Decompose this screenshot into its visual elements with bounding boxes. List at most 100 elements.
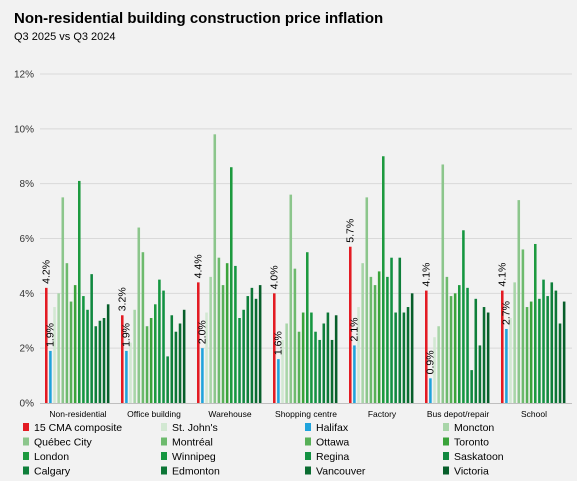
bar-montreal-shopping-centre bbox=[293, 268, 297, 403]
bar-saskatoon-office-building bbox=[166, 356, 169, 403]
bar-15-cma-composite-office-building bbox=[121, 315, 124, 403]
bar-edmonton-office-building bbox=[174, 331, 178, 403]
legend-item-halifax: Halifax bbox=[305, 422, 349, 434]
bar-montreal-office-building bbox=[141, 252, 145, 403]
legend-swatch bbox=[305, 437, 311, 446]
legend-item-st-john-s: St. John's bbox=[161, 422, 218, 434]
bar-london-warehouse bbox=[230, 167, 233, 403]
bar-edmonton-warehouse bbox=[250, 287, 254, 403]
bar-moncton-non-residential bbox=[57, 293, 60, 403]
bar-edmonton-shopping-centre bbox=[326, 312, 330, 403]
bar-halifax-office-building bbox=[125, 350, 128, 403]
bar-winnipeg-school bbox=[538, 298, 541, 403]
category-label-non-residential: Non-residential bbox=[49, 409, 106, 419]
bar-saskatoon-warehouse bbox=[242, 309, 245, 403]
data-label-15-cma-composite-factory: 5.7% bbox=[344, 219, 356, 243]
legend-label: Québec City bbox=[34, 437, 93, 449]
bar-london-factory bbox=[382, 156, 385, 403]
legend-item-edmonton: Edmonton bbox=[161, 466, 220, 478]
legend-swatch bbox=[305, 452, 311, 460]
legend-swatch bbox=[305, 466, 311, 475]
legend-label: Saskatoon bbox=[454, 451, 504, 463]
bar-quebec-city-factory bbox=[365, 197, 369, 403]
bar-winnipeg-bus-depot-repair bbox=[462, 230, 465, 403]
legend-swatch bbox=[443, 437, 449, 446]
bar-montreal-warehouse bbox=[217, 257, 221, 403]
bar-15-cma-composite-school bbox=[501, 290, 504, 403]
bar-quebec-city-bus-depot-repair bbox=[441, 164, 445, 403]
data-label-halifax-factory: 2.1% bbox=[348, 317, 360, 341]
bar-montreal-non-residential bbox=[65, 263, 69, 403]
legend-label: Victoria bbox=[454, 466, 489, 478]
bar-ottawa-warehouse bbox=[221, 285, 225, 403]
bar-calgary-school bbox=[550, 282, 554, 403]
legend-swatch bbox=[161, 466, 167, 475]
bar-quebec-city-office-building bbox=[137, 227, 141, 403]
bar-halifax-bus-depot-repair bbox=[429, 378, 432, 403]
bar-st-john-s-bus-depot-repair bbox=[433, 337, 436, 403]
legend-swatch bbox=[23, 423, 29, 431]
legend-item-moncton: Moncton bbox=[443, 422, 494, 434]
bar-regina-warehouse bbox=[238, 318, 241, 403]
bar-toronto-shopping-centre bbox=[301, 312, 305, 403]
bar-calgary-non-residential bbox=[94, 326, 98, 403]
y-tick-label: 8% bbox=[20, 179, 35, 190]
bar-victoria-factory bbox=[410, 293, 414, 403]
bar-victoria-school bbox=[562, 301, 566, 403]
category-labels: Non-residential Office building Warehouse S… bbox=[49, 409, 547, 419]
bar-vancouver-office-building bbox=[178, 323, 182, 403]
bar-st-john-s-office-building bbox=[129, 342, 132, 403]
bar-ottawa-bus-depot-repair bbox=[449, 296, 453, 403]
bar-edmonton-school bbox=[554, 290, 558, 403]
legend-label: Moncton bbox=[454, 422, 494, 434]
legend-swatch bbox=[23, 437, 29, 446]
bar-toronto-factory bbox=[377, 271, 381, 403]
bar-halifax-factory bbox=[353, 345, 356, 403]
bar-st-john-s-shopping-centre bbox=[281, 339, 284, 403]
bar-saskatoon-factory bbox=[394, 312, 397, 403]
legend-label: Regina bbox=[316, 451, 349, 463]
legend-item-winnipeg: Winnipeg bbox=[161, 451, 216, 463]
bar-calgary-factory bbox=[398, 257, 402, 403]
bar-calgary-office-building bbox=[170, 315, 174, 403]
legend-item-saskatoon: Saskatoon bbox=[443, 451, 504, 463]
data-labels: 4.2% 1.9% 3.2% 1.9% 4.4% 2.0% 4.0% 1.6% 5.7% 2.1%… bbox=[40, 219, 512, 375]
bar-regina-office-building bbox=[162, 290, 165, 403]
bar-15-cma-composite-warehouse bbox=[197, 282, 200, 403]
bar-edmonton-non-residential bbox=[98, 320, 102, 403]
bar-winnipeg-non-residential bbox=[82, 296, 85, 403]
category-label-bus-depot-repair: Bus depot/repair bbox=[427, 409, 490, 419]
bar-victoria-warehouse bbox=[258, 285, 262, 403]
data-label-15-cma-composite-shopping-centre: 4.0% bbox=[268, 265, 280, 289]
data-label-halifax-non-residential: 1.9% bbox=[44, 323, 56, 347]
bar-montreal-factory bbox=[369, 276, 373, 403]
chart-subtitle: Q3 2025 vs Q3 2024 bbox=[14, 31, 116, 43]
bar-regina-shopping-centre bbox=[314, 331, 317, 403]
bar-quebec-city-school bbox=[517, 200, 521, 403]
legend-label: London bbox=[34, 451, 69, 463]
bar-victoria-bus-depot-repair bbox=[486, 312, 490, 403]
bar-toronto-office-building bbox=[149, 318, 153, 403]
y-tick-label: 12% bbox=[14, 70, 34, 81]
bar-london-non-residential bbox=[78, 180, 81, 403]
bar-moncton-warehouse bbox=[209, 276, 212, 403]
legend-label: Ottawa bbox=[316, 437, 349, 449]
bar-ottawa-shopping-centre bbox=[297, 331, 301, 403]
bar-st-john-s-warehouse bbox=[205, 312, 208, 403]
data-label-halifax-school: 2.7% bbox=[500, 301, 512, 325]
legend-item-15-cma-composite: 15 CMA composite bbox=[23, 422, 122, 434]
bar-15-cma-composite-bus-depot-repair bbox=[425, 290, 428, 403]
category-label-office-building: Office building bbox=[127, 409, 181, 419]
bar-vancouver-factory bbox=[406, 307, 410, 403]
legend-label: Edmonton bbox=[172, 466, 220, 478]
bar-regina-school bbox=[542, 279, 545, 403]
bar-toronto-bus-depot-repair bbox=[453, 293, 457, 403]
bar-moncton-factory bbox=[361, 263, 364, 403]
y-tick-label: 4% bbox=[20, 289, 35, 300]
bar-vancouver-school bbox=[558, 323, 562, 403]
y-tick-label: 0% bbox=[20, 399, 35, 410]
legend-item-calgary: Calgary bbox=[23, 466, 71, 478]
bar-moncton-office-building bbox=[133, 309, 136, 403]
data-label-15-cma-composite-non-residential: 4.2% bbox=[40, 260, 52, 284]
bar-vancouver-shopping-centre bbox=[330, 339, 334, 403]
